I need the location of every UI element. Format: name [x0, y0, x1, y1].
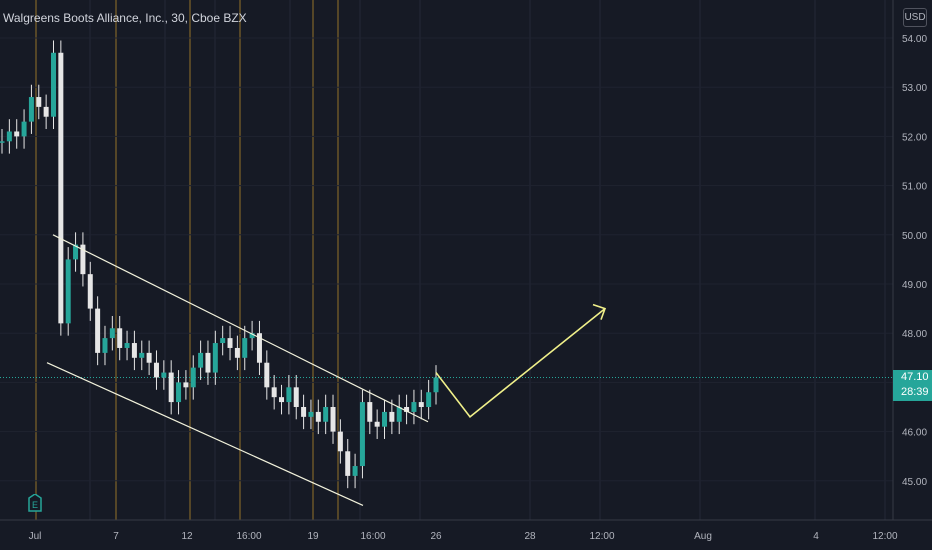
candle-body	[367, 402, 373, 422]
candle-body	[389, 411, 395, 422]
candle-body	[404, 407, 410, 412]
candle-body	[176, 382, 182, 403]
projection-arrowhead	[592, 303, 607, 320]
upper-channel-line[interactable]	[52, 234, 429, 423]
candle-body	[6, 131, 12, 142]
candle-body	[190, 367, 196, 388]
candle-body	[433, 377, 439, 393]
candle-body	[345, 451, 351, 476]
y-tick-label: 46.00	[902, 428, 927, 439]
y-tick-label: 51.00	[902, 182, 927, 193]
candle-body	[256, 333, 262, 363]
candle-body	[279, 397, 285, 403]
candle-body	[234, 347, 240, 358]
y-tick-label: 52.00	[902, 132, 927, 143]
candle-body	[146, 352, 152, 363]
bar-countdown: 28:39	[901, 386, 929, 398]
candle-body	[161, 372, 167, 378]
x-tick-label: 28	[524, 531, 536, 542]
x-tick-label: 4	[813, 531, 819, 542]
candle-body	[198, 352, 204, 368]
candle-body	[87, 274, 93, 309]
x-tick-label: Jul	[29, 531, 42, 542]
candle-body	[58, 52, 64, 324]
earnings-label: E	[32, 500, 38, 510]
candle-body	[249, 333, 255, 339]
x-tick-label: 12	[181, 531, 193, 542]
candle-body	[43, 106, 49, 117]
candle-body	[109, 328, 115, 339]
candle-body	[28, 97, 34, 122]
x-tick-label: 16:00	[360, 531, 385, 542]
candle-body	[14, 131, 20, 137]
candle-body	[418, 402, 424, 407]
candle-body	[21, 121, 27, 137]
candle-body	[426, 392, 432, 407]
candle-body	[352, 466, 358, 476]
candle-body	[382, 411, 388, 427]
candle-body	[80, 244, 86, 275]
candle-body	[315, 411, 321, 422]
candle-body	[73, 244, 79, 260]
candle-body	[301, 407, 307, 417]
candle-body	[95, 308, 101, 353]
x-tick-label: 12:00	[589, 531, 614, 542]
x-tick-label: 12:00	[872, 531, 897, 542]
candle-body	[36, 97, 42, 107]
candle-body	[242, 338, 248, 358]
candle-body	[65, 259, 71, 324]
x-tick-label: 19	[307, 531, 319, 542]
currency-button[interactable]: USD	[903, 8, 927, 27]
candle-body	[293, 387, 299, 407]
candle-body	[102, 338, 108, 353]
y-tick-label: 50.00	[902, 231, 927, 242]
y-tick-label: 48.00	[902, 329, 927, 340]
candle-body	[131, 343, 137, 358]
candle-body	[168, 372, 174, 403]
candle-body	[227, 338, 233, 348]
candle-body	[271, 387, 277, 398]
candle-body	[286, 387, 292, 403]
candle-body	[139, 352, 145, 358]
y-tick-label: 54.00	[902, 34, 927, 45]
x-tick-label: 7	[113, 531, 119, 542]
candle-body	[330, 407, 336, 432]
candle-body	[153, 362, 159, 378]
chart-title: Walgreens Boots Alliance, Inc., 30, Cboe…	[3, 11, 247, 25]
candle-body	[212, 343, 218, 373]
y-tick-label: 53.00	[902, 83, 927, 94]
candle-body	[396, 407, 402, 422]
candle-body	[323, 407, 329, 422]
candle-body	[50, 52, 56, 117]
lower-channel-line[interactable]	[46, 362, 364, 506]
earnings-icon[interactable]: E	[28, 494, 42, 512]
candle-body	[205, 352, 211, 373]
candle-body	[0, 141, 5, 143]
candle-body	[117, 328, 123, 348]
candle-body	[359, 402, 365, 467]
candle-body	[411, 402, 417, 412]
candle-body	[183, 382, 189, 388]
last-price-label: 47.10 28:39	[893, 370, 932, 401]
candle-body	[337, 431, 343, 452]
projection-path[interactable]	[435, 307, 606, 418]
x-tick-label: 16:00	[236, 531, 261, 542]
x-tick-label: Aug	[694, 531, 712, 542]
candle-body	[264, 362, 270, 388]
candle-body	[374, 421, 380, 427]
candle-body	[308, 411, 314, 417]
candle-body	[124, 343, 130, 348]
last-price-value: 47.10	[901, 371, 929, 383]
y-tick-label: 45.00	[902, 477, 927, 488]
candle-body	[220, 338, 226, 344]
y-tick-label: 49.00	[902, 280, 927, 291]
x-tick-label: 26	[430, 531, 442, 542]
